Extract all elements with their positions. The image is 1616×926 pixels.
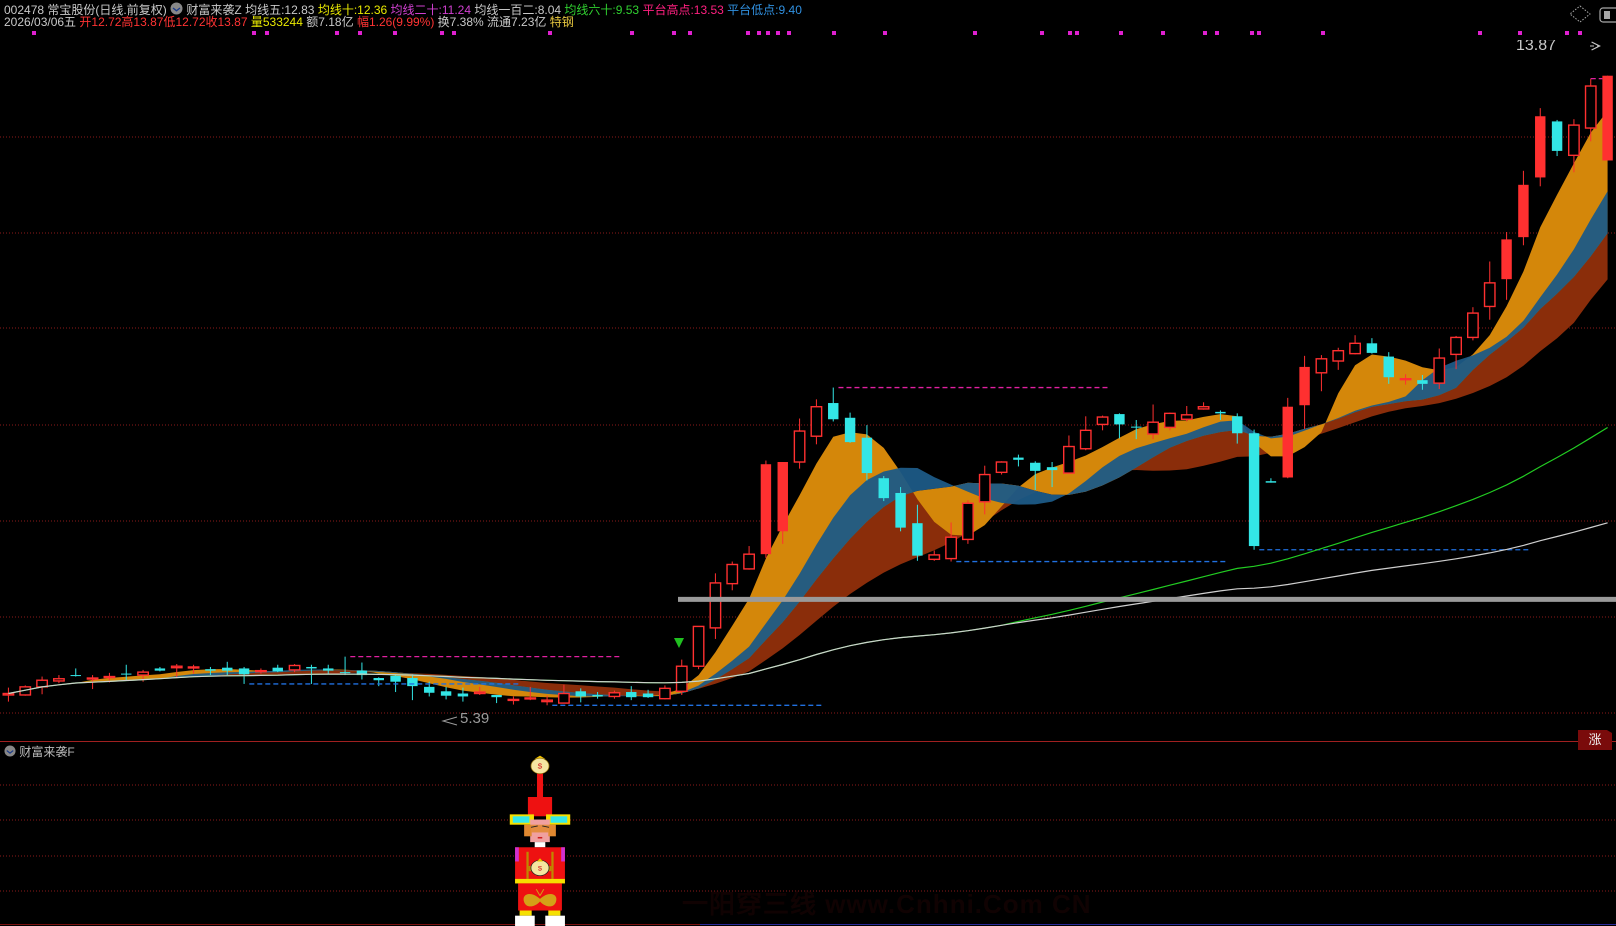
svg-text:$: $ [538,762,543,770]
svg-text:5.39: 5.39 [460,710,489,727]
svg-text:$: $ [538,866,542,872]
svg-text:13.87: 13.87 [1516,40,1556,54]
